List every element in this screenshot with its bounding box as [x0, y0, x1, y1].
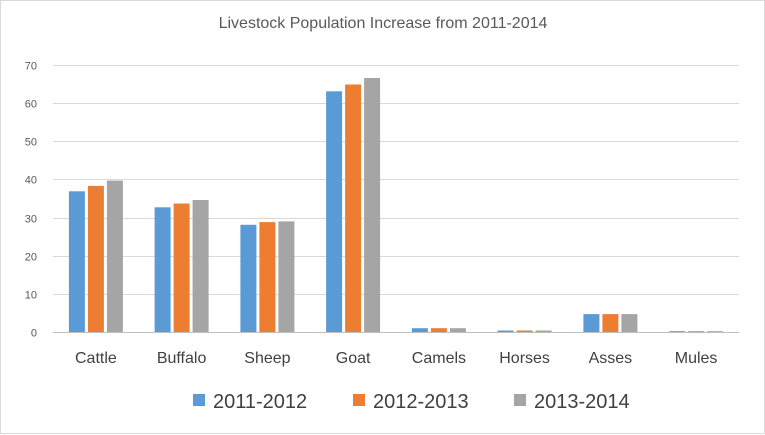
- bar: [106, 180, 123, 332]
- bar: [621, 314, 638, 332]
- x-tick-label: Mules: [675, 350, 718, 367]
- x-axis-ticks: Cattle Buffalo Sheep Goat Camels Horses Asses M…: [75, 350, 717, 367]
- bar: [192, 200, 209, 332]
- legend-label: 2012-2013: [373, 391, 469, 413]
- bar: [688, 331, 705, 332]
- y-tick-label: 0: [31, 328, 37, 340]
- bar: [430, 328, 447, 332]
- bar: [364, 78, 381, 332]
- y-axis-ticks: 0 10 20 30 40 50 60 70: [25, 61, 37, 340]
- legend-swatch: [514, 394, 526, 406]
- x-tick-label: Camels: [412, 350, 466, 367]
- bar: [240, 224, 257, 332]
- x-tick-label: Buffalo: [157, 350, 207, 367]
- x-tick-label: Sheep: [244, 350, 290, 367]
- bar: [583, 314, 600, 332]
- y-tick-label: 30: [25, 214, 37, 226]
- bar: [411, 328, 428, 332]
- bar: [497, 330, 514, 332]
- x-tick-label: Cattle: [75, 350, 117, 367]
- bar: [345, 84, 362, 332]
- legend-label: 2013-2014: [534, 391, 630, 413]
- bar: [602, 314, 619, 332]
- x-tick-label: Asses: [589, 350, 633, 367]
- legend-swatch: [193, 394, 205, 406]
- y-tick-label: 20: [25, 252, 37, 264]
- bar: [259, 222, 276, 332]
- legend: 2011-2012 2012-2013 2013-2014: [193, 391, 630, 413]
- bar: [278, 221, 295, 332]
- legend-swatch: [353, 394, 365, 406]
- bar: [516, 330, 533, 332]
- bar: [87, 185, 104, 332]
- legend-label: 2011-2012: [213, 391, 307, 413]
- bar: [535, 330, 552, 332]
- bar: [154, 207, 171, 332]
- chart-title: Livestock Population Increase from 2011-…: [219, 15, 548, 32]
- bar: [707, 331, 724, 332]
- y-tick-label: 40: [25, 175, 37, 187]
- bar: [326, 91, 343, 332]
- x-tick-label: Goat: [336, 350, 371, 367]
- y-tick-label: 70: [25, 61, 37, 73]
- y-tick-label: 50: [25, 137, 37, 149]
- y-tick-label: 60: [25, 99, 37, 111]
- bar: [173, 203, 190, 332]
- y-tick-label: 10: [25, 290, 37, 302]
- bar: [68, 191, 85, 332]
- bar: [669, 331, 686, 332]
- x-tick-label: Horses: [499, 350, 550, 367]
- bars: [68, 78, 724, 332]
- bar: [449, 328, 466, 332]
